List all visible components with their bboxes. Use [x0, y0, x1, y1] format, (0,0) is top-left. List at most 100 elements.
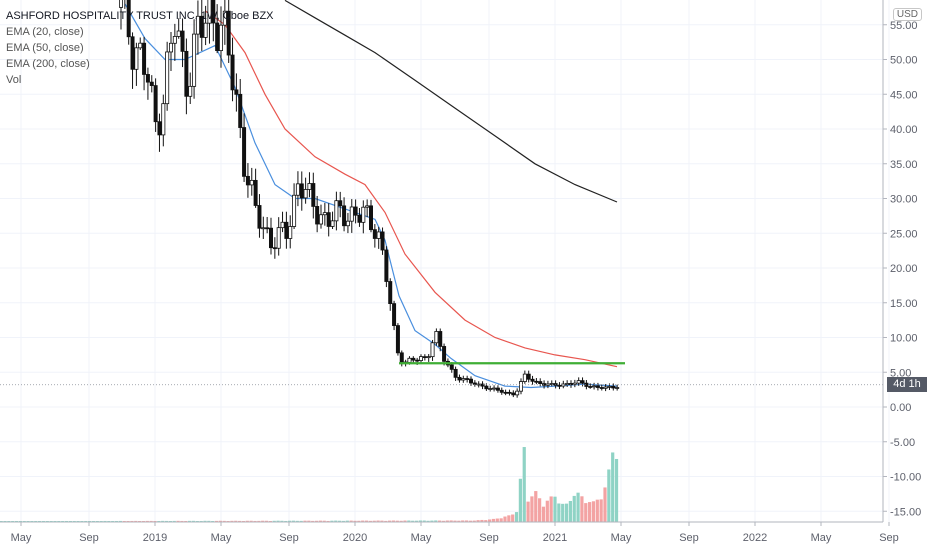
volume-bar	[176, 520, 180, 522]
x-tick-label: Sep	[279, 532, 299, 544]
volume-bar	[103, 520, 107, 522]
volume-bar	[388, 520, 392, 522]
y-tick-label: 40.00	[890, 124, 918, 136]
volume-bar	[357, 520, 361, 522]
volume-bar	[299, 520, 303, 522]
candle-body	[595, 385, 600, 388]
volume-bar	[572, 495, 576, 522]
candle-body	[449, 364, 454, 370]
volume-bar	[372, 520, 376, 522]
candle-body	[199, 15, 204, 38]
candle-body	[438, 331, 443, 347]
x-tick-label: May	[611, 532, 632, 544]
indicator-ema20[interactable]: EMA (20, close)	[6, 26, 84, 38]
candle-body	[161, 103, 166, 136]
candle-body	[380, 231, 385, 251]
x-tick-label: 2020	[343, 532, 367, 544]
candle-body	[195, 15, 200, 35]
candle-body	[611, 385, 616, 389]
candle-body	[342, 205, 347, 227]
x-axis[interactable]: May Sep 2019 May Sep 2020 May Sep 2021 May Sep 2022…	[0, 521, 899, 544]
candle-body	[288, 226, 293, 239]
volume-bar	[253, 520, 257, 522]
candle-body	[418, 356, 423, 361]
candle-body	[430, 342, 435, 358]
volume-bar	[430, 520, 434, 522]
candle-body	[484, 385, 489, 390]
y-tick-label: 0.00	[890, 402, 911, 414]
candle-body	[453, 368, 458, 378]
candle-body	[226, 10, 231, 56]
y-tick-label: 15.00	[890, 298, 918, 310]
candle-body	[411, 357, 416, 361]
volume-bar	[611, 452, 615, 522]
candle-body	[511, 392, 516, 396]
candle-body	[349, 206, 354, 222]
candle-body	[361, 206, 366, 223]
volume-bar	[568, 500, 572, 522]
grid	[0, 0, 890, 522]
volume-bar	[295, 520, 299, 522]
volume-bar	[595, 499, 599, 522]
volume-bar	[341, 520, 346, 522]
volume-bar	[526, 501, 530, 522]
candle-body	[353, 206, 358, 216]
candle-body	[203, 22, 208, 38]
volume-bar	[534, 491, 538, 522]
candle-body	[184, 50, 189, 97]
volume-bar	[330, 520, 334, 522]
volume-bar	[322, 520, 326, 522]
candle-body	[503, 391, 508, 394]
candle-body	[599, 387, 604, 389]
volume-bar	[334, 520, 338, 522]
y-axis[interactable]: 55.00 50.00 45.00 40.00 35.00 30.00 25.00 20.00…	[882, 0, 921, 522]
volume-bar	[241, 520, 246, 522]
x-tick-label: May	[11, 532, 32, 544]
candle-body	[538, 381, 543, 384]
volume-bar	[345, 520, 349, 522]
volume-bar	[214, 520, 219, 522]
volume-bar	[541, 506, 546, 522]
y-tick-label: -10.00	[890, 472, 921, 484]
volume-bar	[422, 520, 426, 522]
candle-body	[126, 0, 131, 38]
candle-body	[422, 356, 427, 359]
volume-bar	[499, 518, 503, 522]
volume-bar	[557, 503, 561, 522]
x-tick-label: May	[411, 532, 432, 544]
candle-body	[388, 281, 393, 305]
volume-bar	[261, 520, 265, 522]
candle-body	[615, 387, 620, 389]
volume-bar	[164, 520, 169, 522]
candle-body	[399, 352, 404, 363]
candle-body	[326, 212, 331, 227]
candle-body	[576, 380, 581, 384]
candle-body	[192, 33, 197, 87]
candle-body	[134, 47, 139, 70]
volume-bar	[391, 520, 396, 522]
candle-body	[488, 388, 493, 390]
chart-title: ASHFORD HOSPITALITY TRUST INC, 1W, Cboe …	[6, 10, 274, 22]
x-tick-label: May	[211, 532, 232, 544]
volume-bar	[145, 520, 149, 522]
candle-body	[318, 214, 323, 225]
y-tick-label: 45.00	[890, 89, 918, 101]
candle-body	[542, 383, 547, 386]
candle-body	[565, 383, 570, 385]
ema-50-path	[204, 10, 618, 368]
x-tick-label: Sep	[479, 532, 499, 544]
volume-bar	[511, 514, 515, 522]
indicator-ema50[interactable]: EMA (50, close)	[6, 42, 84, 54]
candle-body	[295, 183, 300, 196]
candle-body	[242, 127, 247, 177]
indicator-ema200[interactable]: EMA (200, close)	[6, 58, 90, 70]
volume-bar	[222, 520, 226, 522]
volume-bar	[234, 520, 238, 522]
candle-body	[572, 382, 577, 386]
volume-bar	[414, 520, 419, 522]
candle-body	[303, 189, 308, 199]
currency-badge[interactable]: USD	[892, 8, 922, 21]
indicator-volume[interactable]: Vol	[6, 74, 22, 86]
volume-bar	[272, 520, 276, 522]
